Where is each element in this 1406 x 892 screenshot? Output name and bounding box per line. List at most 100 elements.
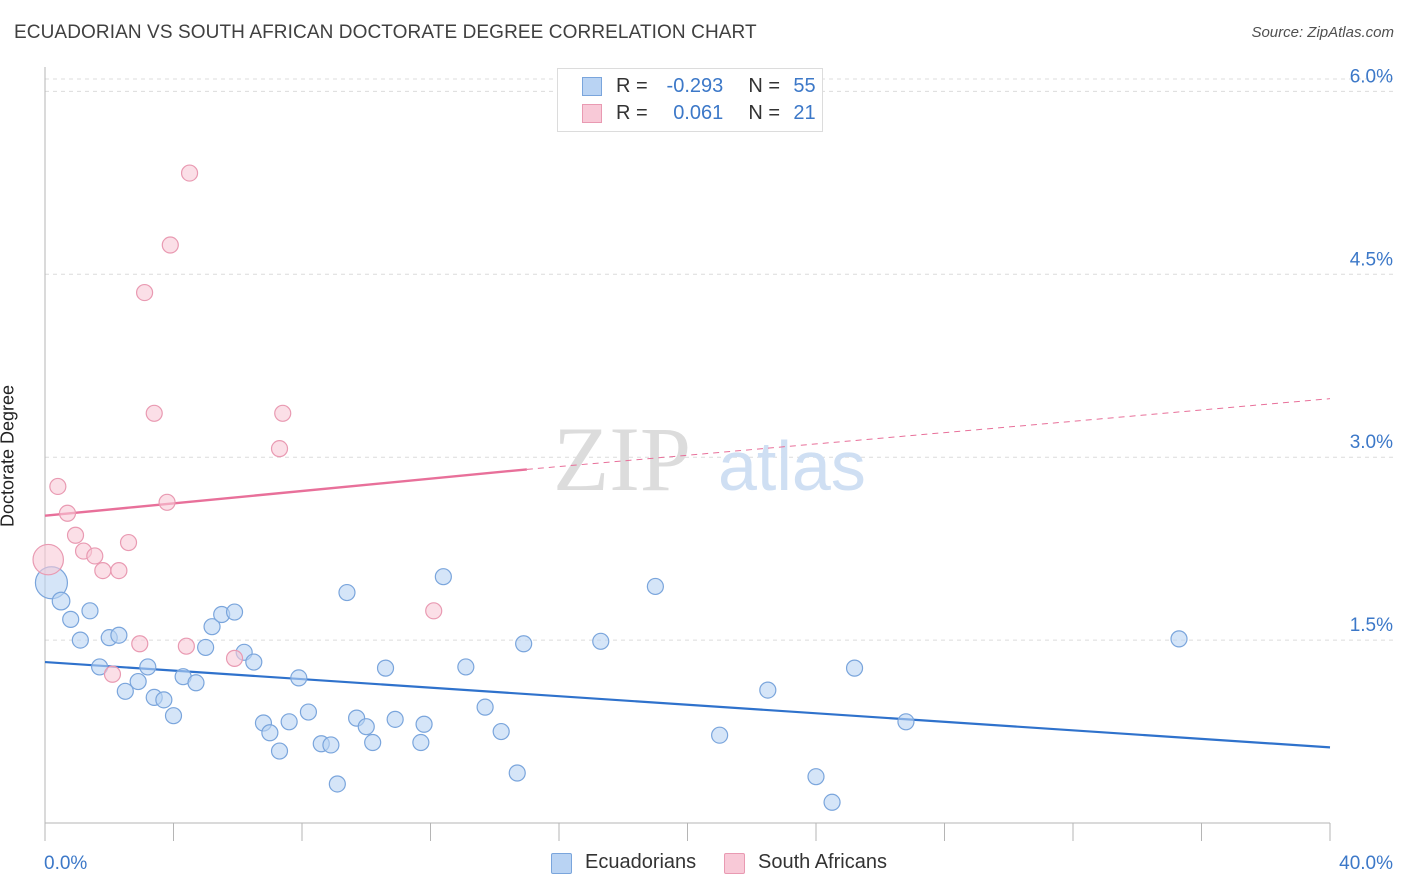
ecuadorian-point [646, 577, 664, 596]
ecuadorian-point [322, 736, 340, 754]
ecuadorian-point [476, 698, 494, 716]
legend-n-label: N = [748, 102, 781, 124]
south-african-point [94, 561, 112, 580]
x-tick-label: 0.0% [44, 853, 87, 874]
ecuadorian-point [415, 715, 433, 733]
y-tick-label: 4.5% [1350, 249, 1393, 270]
ecuadorian-point [386, 710, 404, 728]
legend-r-label: R = [616, 102, 648, 124]
ecuadorian-point [328, 775, 346, 793]
ecuadorian-point [492, 722, 510, 741]
ecuadorian-point [845, 659, 864, 677]
ecuadorian-point [357, 718, 375, 736]
correlation-legend: R = -0.293 N = 55 R = 0.061 N = 21 [557, 68, 823, 132]
south-african-point [66, 526, 85, 544]
south-african-point [158, 493, 176, 511]
south-african-point [270, 440, 289, 458]
ecuadorian-point [823, 793, 841, 811]
ecuadorian-point [261, 724, 279, 742]
ecuadorian-point [110, 626, 128, 644]
chart-title: ECUADORIAN VS SOUTH AFRICAN DOCTORATE DE… [14, 22, 757, 43]
ecuadorian-point [807, 768, 825, 786]
south-african-point [135, 283, 154, 302]
south-african-point [58, 504, 77, 522]
series-swatch-pink [724, 853, 745, 874]
y-axis-label-wrap: Doctorate Degree [0, 385, 48, 527]
ecuadorian-point [434, 568, 452, 586]
series-name: Ecuadorians [585, 851, 697, 873]
ecuadorian-point [376, 659, 395, 677]
south-african-point [86, 547, 104, 565]
legend-n-label: N = [748, 75, 781, 97]
south-african-point [274, 404, 292, 422]
south-african-trendline-extension [526, 398, 1331, 470]
ecuadorian-point [508, 764, 526, 782]
ecuadorian-point [51, 591, 71, 611]
south-african-point [119, 533, 138, 552]
ecuadorian-trendline [44, 660, 1331, 749]
legend-text-blue: R = -0.293 N = 55 [616, 75, 816, 98]
ecuadorian-point [592, 632, 610, 650]
tick-labels: 1.5% 3.0% 4.5% 6.0% 0.0% 40.0% [44, 66, 1393, 874]
ecuadorian-point [129, 672, 147, 691]
watermark-zip: ZIP [553, 408, 691, 510]
ecuadorian-point [62, 610, 80, 628]
y-tick-label: 3.0% [1350, 432, 1393, 453]
south-african-point [103, 665, 122, 683]
ecuadorian-point [203, 618, 221, 636]
ecuadorian-point [897, 713, 915, 731]
south-african-trendline [44, 468, 527, 517]
legend-swatch-blue [582, 77, 602, 96]
ecuadorian-point [364, 733, 382, 752]
ecuadorian-point [225, 603, 244, 621]
y-tick-label: 1.5% [1350, 615, 1393, 636]
ecuadorian-point [412, 733, 430, 752]
ecuadorian-point [245, 653, 263, 671]
x-tick-label: 40.0% [1339, 853, 1393, 874]
ecuadorian-point [81, 602, 99, 620]
ecuadorian-point [759, 681, 777, 699]
south-african-point [177, 637, 195, 655]
south-african-point [110, 561, 128, 580]
south-african-point [49, 477, 67, 496]
ecuadorian-point [116, 682, 134, 700]
axes [44, 67, 1331, 841]
legend-text-pink: R = 0.061 N = 21 [616, 102, 816, 125]
legend-r-label: R = [616, 75, 648, 97]
legend-r-value: 0.061 [673, 102, 724, 124]
ecuadorian-point [270, 742, 289, 760]
south-african-point [32, 543, 65, 576]
trendlines [44, 398, 1331, 749]
ecuadorian-point [155, 691, 173, 709]
ecuadorian-point [139, 658, 157, 676]
south-african-point [180, 164, 199, 182]
ecuadorian-point [1170, 630, 1188, 648]
south-african-point [161, 236, 179, 254]
watermark-atlas: atlas [718, 427, 866, 505]
ecuadorian-point [290, 669, 308, 687]
ecuadorian-point [71, 631, 89, 649]
ecuadorian-point [91, 658, 109, 676]
legend-r-value: -0.293 [666, 75, 724, 97]
ecuadorian-point [515, 635, 533, 653]
ecuadorian-point [280, 713, 298, 731]
y-tick-label: 6.0% [1350, 66, 1393, 87]
data-points [32, 164, 1188, 811]
series-name: South Africans [758, 851, 887, 873]
ecuadorian-point [338, 583, 356, 602]
ecuadorian-point [299, 703, 318, 721]
south-african-point [225, 649, 244, 667]
legend-n-value: 55 [793, 75, 816, 97]
ecuadorian-point [164, 707, 183, 725]
watermark: ZIP atlas [553, 408, 866, 510]
y-axis-label: Doctorate Degree [0, 384, 18, 528]
south-african-point [145, 404, 163, 422]
ecuadorian-point [457, 658, 475, 676]
grid-lines [45, 78, 1395, 641]
series-swatch-blue [551, 853, 572, 874]
south-african-point [131, 635, 149, 653]
legend-n-value: 21 [793, 102, 816, 124]
south-african-point [425, 602, 443, 620]
ecuadorian-point [711, 726, 729, 744]
